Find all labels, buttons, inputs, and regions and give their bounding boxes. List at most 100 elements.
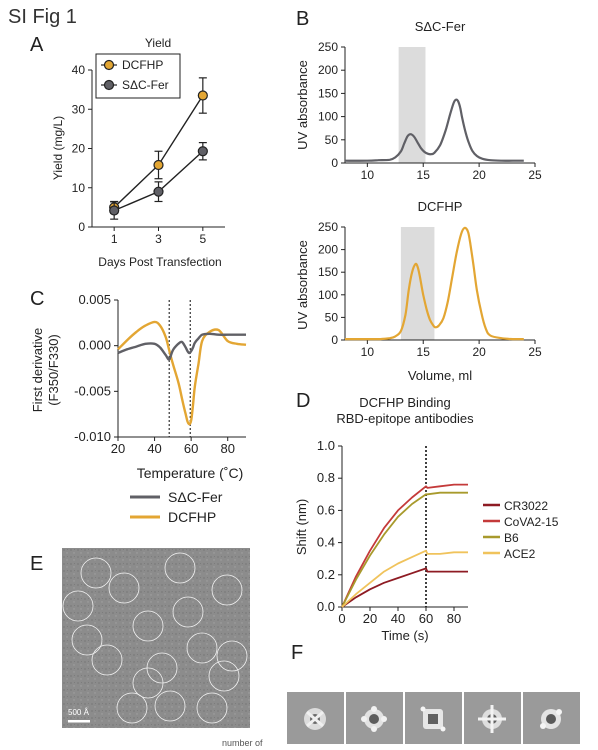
- legend-label: DCFHP: [122, 58, 163, 72]
- sec-trace: [344, 226, 524, 341]
- data-point: [153, 186, 164, 197]
- thermal-derivative-chart: 20 40 60 80 0.005 0.000 -0.005 -0.010 Temperatur…: [30, 292, 247, 525]
- panel-label-e: E: [30, 553, 44, 575]
- binding-trace: [341, 567, 468, 608]
- yield-chart: 1 3 5 0 10 20 30 40 Yield Days Post Transfection Y…: [51, 36, 225, 269]
- x-tick-label: 20: [363, 611, 377, 626]
- x-tick-label: 20: [472, 168, 486, 182]
- legend-label: CoVA2-15: [504, 515, 559, 529]
- y-tick-label: 200: [318, 243, 338, 257]
- class-average-5: [523, 692, 580, 744]
- derivative-trace-sdc-fer: [117, 332, 246, 361]
- y-tick-label: 0.000: [78, 338, 111, 353]
- chart-title: Yield: [145, 36, 171, 50]
- y-tick-label: 250: [318, 220, 338, 234]
- y-tick-label: 50: [325, 310, 339, 324]
- y-axis-label: Shift (nm): [294, 499, 309, 555]
- y-tick-label: 50: [325, 133, 339, 147]
- y-tick-label: 1.0: [317, 438, 335, 453]
- y-tick-label: 0: [331, 333, 338, 347]
- x-tick-label: 60: [419, 611, 433, 626]
- data-point: [197, 146, 208, 157]
- x-axis-label: Days Post Transfection: [98, 255, 221, 269]
- legend-label: CR3022: [504, 499, 548, 513]
- y-tick-label: 0.2: [317, 567, 335, 582]
- chart-title: DCFHP Binding: [359, 395, 451, 410]
- panel-label-d: D: [296, 390, 311, 412]
- y-axis-label-line2: (F350/F330): [46, 334, 61, 406]
- x-tick-label: 1: [111, 232, 118, 246]
- chart-title: DCFHP: [418, 199, 463, 214]
- x-axis-label: Volume, ml: [408, 368, 472, 383]
- y-tick-label: 0.6: [317, 502, 335, 517]
- y-tick-label: 40: [72, 63, 86, 77]
- class-average-2: [346, 692, 403, 744]
- panel-label-b: B: [296, 8, 310, 30]
- y-tick-label: 20: [72, 142, 86, 156]
- x-tick-label: 15: [417, 345, 431, 359]
- legend-marker: [103, 59, 115, 71]
- binding-chart: 0 20 40 60 80 0.0 0.2 0.4 0.6 0.8 1.0 DCFHP Binding…: [294, 395, 559, 643]
- class-average-4: [464, 692, 521, 744]
- x-tick-label: 20: [472, 345, 486, 359]
- class-average-3: [405, 692, 462, 744]
- y-tick-label: 0.005: [78, 292, 111, 307]
- y-tick-label: 0.4: [317, 535, 335, 550]
- y-tick-label: -0.005: [74, 383, 111, 398]
- y-tick-label: 0: [331, 156, 338, 170]
- x-tick-label: 80: [447, 611, 461, 626]
- y-tick-label: 200: [318, 63, 338, 77]
- binding-trace: [341, 549, 468, 608]
- x-tick-label: 60: [184, 441, 198, 456]
- x-tick-label: 20: [111, 441, 125, 456]
- scale-bar-label: 500 Å: [68, 708, 89, 717]
- binding-trace: [341, 483, 468, 608]
- y-tick-label: 100: [318, 110, 338, 124]
- y-axis-label: UV absorbance: [295, 240, 310, 330]
- sec-trace: [344, 98, 524, 162]
- data-point: [153, 159, 164, 171]
- x-tick-label: 3: [155, 232, 162, 246]
- x-tick-label: 10: [361, 345, 375, 359]
- x-axis-label: Time (s): [381, 628, 428, 643]
- legend-label: ACE2: [504, 547, 536, 561]
- cryo-em-micrograph: 500 Å: [62, 548, 250, 728]
- panel-label-c: C: [30, 288, 45, 310]
- chart-title: SΔC-Fer: [415, 19, 466, 34]
- x-tick-label: 10: [361, 168, 375, 182]
- chart-subtitle: RBD-epitope antibodies: [336, 411, 474, 426]
- micrograph-particles: [62, 548, 250, 728]
- x-tick-label: 40: [147, 441, 161, 456]
- y-tick-label: 10: [72, 181, 86, 195]
- panel-label-f: F: [291, 642, 304, 664]
- y-tick-label: 0.0: [317, 599, 335, 614]
- x-tick-label: 80: [220, 441, 234, 456]
- x-tick-label: 25: [528, 345, 542, 359]
- y-tick-label: 150: [318, 86, 338, 100]
- x-tick-label: 5: [199, 232, 206, 246]
- data-point: [109, 205, 120, 216]
- y-tick-label: 250: [318, 40, 338, 54]
- data-point: [197, 90, 208, 101]
- figure-title: SI Fig 1: [8, 6, 77, 28]
- binding-trace: [341, 491, 468, 608]
- legend-label: B6: [504, 531, 519, 545]
- y-tick-label: 30: [72, 102, 86, 116]
- y-tick-label: 0: [78, 220, 85, 234]
- y-axis-label: Yield (mg/L): [51, 116, 65, 180]
- legend-label: SΔC-Fer: [168, 489, 223, 505]
- y-tick-label: 0.8: [317, 470, 335, 485]
- panel-label-a: A: [30, 34, 44, 56]
- y-axis-label-line1: First derivative: [30, 328, 45, 413]
- x-axis-label: Temperature (˚C): [137, 465, 244, 481]
- cropped-footnote: number of: [222, 738, 263, 748]
- y-axis-label: UV absorbance: [295, 60, 310, 150]
- class-average-1: [287, 692, 344, 744]
- y-tick-label: 150: [318, 265, 338, 279]
- x-tick-label: 25: [528, 168, 542, 182]
- legend-label: SΔC-Fer: [122, 78, 169, 92]
- derivative-trace-dcfhp: [117, 320, 247, 426]
- x-tick-label: 15: [417, 168, 431, 182]
